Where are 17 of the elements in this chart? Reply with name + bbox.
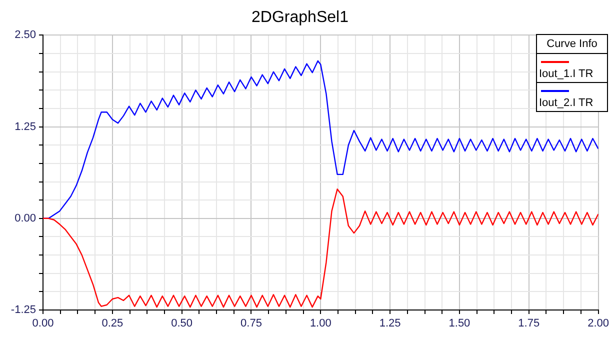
legend-title: Curve Info: [537, 35, 607, 54]
x-tick-label: 0.25: [102, 318, 124, 330]
x-tick-label: 0.00: [32, 318, 54, 330]
x-tick-label: 1.25: [379, 318, 401, 330]
chart-title: 2DGraphSel1: [252, 9, 349, 26]
x-tick-label: 2.00: [588, 318, 610, 330]
x-tick-label: 1.50: [448, 318, 470, 330]
x-tick-label: 0.50: [171, 318, 193, 330]
legend-label: Iout_2.I TR: [538, 96, 594, 111]
y-tick-label: 0.00: [14, 212, 36, 224]
x-tick-label: 1.75: [518, 318, 540, 330]
y-tick-label: -1.25: [10, 304, 36, 316]
y-tick-label: 1.25: [14, 120, 36, 133]
y-tick-label: 2.50: [14, 29, 36, 42]
x-tick-label: 0.75: [240, 318, 262, 330]
legend-label: Iout_1.I TR: [537, 54, 607, 83]
x-tick-label: 1.00: [310, 318, 332, 330]
